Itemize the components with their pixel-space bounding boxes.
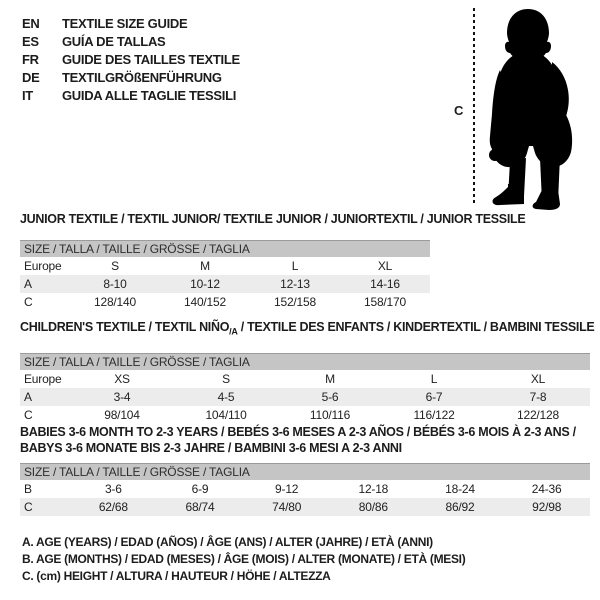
junior-table-title: JUNIOR TEXTILE / TEXTIL JUNIOR/ TEXTILE … [20,212,526,226]
language-title: GUIDA ALLE TAGLIE TESSILI [62,87,237,103]
size-cell: 7-8 [529,389,547,404]
language-title: GUIDE DES TAILLES TEXTILE [62,51,240,67]
note-line-a: A. AGE (YEARS) / EDAD (AÑOS) / ÂGE (ANS)… [22,535,433,549]
size-cell: 8-10 [103,277,127,291]
toddler-silhouette [489,9,573,210]
language-row: EN TEXTILE SIZE GUIDE [22,14,240,32]
babies-section: BABIES 3-6 MONTH TO 2-3 YEARS / BEBÉS 3-… [20,424,590,516]
size-cell: L [291,259,299,273]
table-row: Europe XS S M L XL [20,370,590,388]
babies-title-line1: BABIES 3-6 MONTH TO 2-3 YEARS / BEBÉS 3-… [20,425,576,439]
size-cell: 4-5 [217,389,235,404]
junior-section: JUNIOR TEXTILE / TEXTIL JUNIOR/ TEXTILE … [20,211,526,311]
size-cell: XL [530,371,546,386]
language-code: DE [22,69,40,85]
size-cell: 140/152 [184,295,226,309]
table-row: C 98/104 104/110 110/116 116/122 122/128 [20,406,590,424]
children-table-title: CHILDREN'S TEXTILE / TEXTIL NIÑO/A / TEX… [20,319,595,340]
language-code: EN [22,15,40,31]
size-cell: 10-12 [190,277,220,291]
size-cell: M [325,371,335,386]
size-cell: L [430,371,438,386]
size-cell: 110/116 [309,407,351,422]
language-code: IT [22,87,33,103]
size-cell: 68/74 [185,500,215,514]
size-header-band: SIZE / TALLA / TAILLE / GRÖSSE / TAGLIA [20,463,590,480]
size-cell: 18-24 [445,482,475,496]
size-cell: 74/80 [272,500,302,514]
size-cell: 104/110 [205,407,247,422]
size-cell: 14-16 [370,277,400,291]
children-title-sub: /A [229,326,238,337]
row-label: C [24,295,33,309]
size-cell: 86/92 [445,500,475,514]
row-label: C [24,407,33,422]
height-measure-dashed-line [473,8,475,205]
size-cell: 116/122 [413,407,455,422]
legend-notes: A. AGE (YEARS) / EDAD (AÑOS) / ÂGE (ANS)… [22,534,466,585]
children-size-table: SIZE / TALLA / TAILLE / GRÖSSE / TAGLIA … [20,352,590,424]
size-cell: S [111,259,119,273]
size-cell: XL [377,259,393,273]
language-list: EN TEXTILE SIZE GUIDE ES GUÍA DE TALLAS … [22,14,240,104]
junior-size-table: SIZE / TALLA / TAILLE / GRÖSSE / TAGLIA … [20,240,430,311]
size-cell: S [222,371,230,386]
children-title-pre: CHILDREN'S TEXTILE / TEXTIL NIÑO [20,320,230,334]
table-row: Europe S M L XL [20,257,430,275]
size-cell: 128/140 [94,295,136,309]
language-code: FR [22,51,39,67]
note-line-c: C. (cm) HEIGHT / ALTURA / HAUTEUR / HÖHE… [22,569,331,583]
size-cell: 24-36 [531,482,562,496]
row-label: A [24,389,32,404]
children-title-post: / TEXTILE DES ENFANTS / KINDERTEXTIL / B… [237,320,595,334]
size-cell: 98/104 [104,407,140,422]
row-label: Europe [24,371,62,386]
language-code: ES [22,33,39,49]
size-cell: 12-13 [280,277,310,291]
size-cell: 152/158 [274,295,316,309]
size-header-band: SIZE / TALLA / TAILLE / GRÖSSE / TAGLIA [20,352,590,370]
language-row: IT GUIDA ALLE TAGLIE TESSILI [22,86,240,104]
row-label: C [24,500,33,514]
babies-size-table: SIZE / TALLA / TAILLE / GRÖSSE / TAGLIA … [20,463,590,516]
size-cell: XS [114,371,130,386]
size-cell: 92/98 [532,500,562,514]
size-cell: 6-9 [191,482,209,496]
size-cell: 3-6 [104,482,122,496]
table-row: C 62/68 68/74 74/80 80/86 86/92 92/98 [20,498,590,516]
size-cell: 80/86 [358,500,388,514]
row-label: B [24,482,32,496]
language-row: FR GUIDE DES TAILLES TEXTILE [22,50,240,68]
language-row: ES GUÍA DE TALLAS [22,32,240,50]
size-cell: 122/128 [517,407,559,422]
table-row: B 3-6 6-9 9-12 12-18 18-24 24-36 [20,480,590,498]
size-cell: 62/68 [98,500,128,514]
language-row: DE TEXTILGRÖßENFÜHRUNG [22,68,240,86]
size-cell: 3-4 [113,389,131,404]
language-title: GUÍA DE TALLAS [62,33,166,49]
height-label: C [454,103,464,118]
figure-area: C [454,4,600,214]
table-row: A 3-4 4-5 5-6 6-7 7-8 [20,387,590,406]
language-title: TEXTILE SIZE GUIDE [62,15,188,31]
table-row: C 128/140 140/152 152/158 158/170 [20,293,430,311]
babies-table-title: BABIES 3-6 MONTH TO 2-3 YEARS / BEBÉS 3-… [20,424,590,456]
babies-title-line2: BABYS 3-6 MONATE BIS 2-3 JAHRE / BAMBINI… [20,441,402,455]
size-cell: 6-7 [425,389,443,404]
table-row: A 8-10 10-12 12-13 14-16 [20,275,430,293]
size-header-band: SIZE / TALLA / TAILLE / GRÖSSE / TAGLIA [20,240,430,257]
size-cell: 158/170 [364,295,406,309]
size-cell: M [200,259,210,273]
size-cell: 5-6 [321,389,339,404]
children-section: CHILDREN'S TEXTILE / TEXTIL NIÑO/A / TEX… [20,319,595,424]
size-cell: 12-18 [358,482,389,496]
row-label: A [24,277,32,291]
row-label: Europe [24,259,62,273]
size-cell: 9-12 [275,482,299,496]
note-line-b: B. AGE (MONTHS) / EDAD (MESES) / ÂGE (MO… [22,552,466,566]
language-title: TEXTILGRÖßENFÜHRUNG [62,69,222,85]
